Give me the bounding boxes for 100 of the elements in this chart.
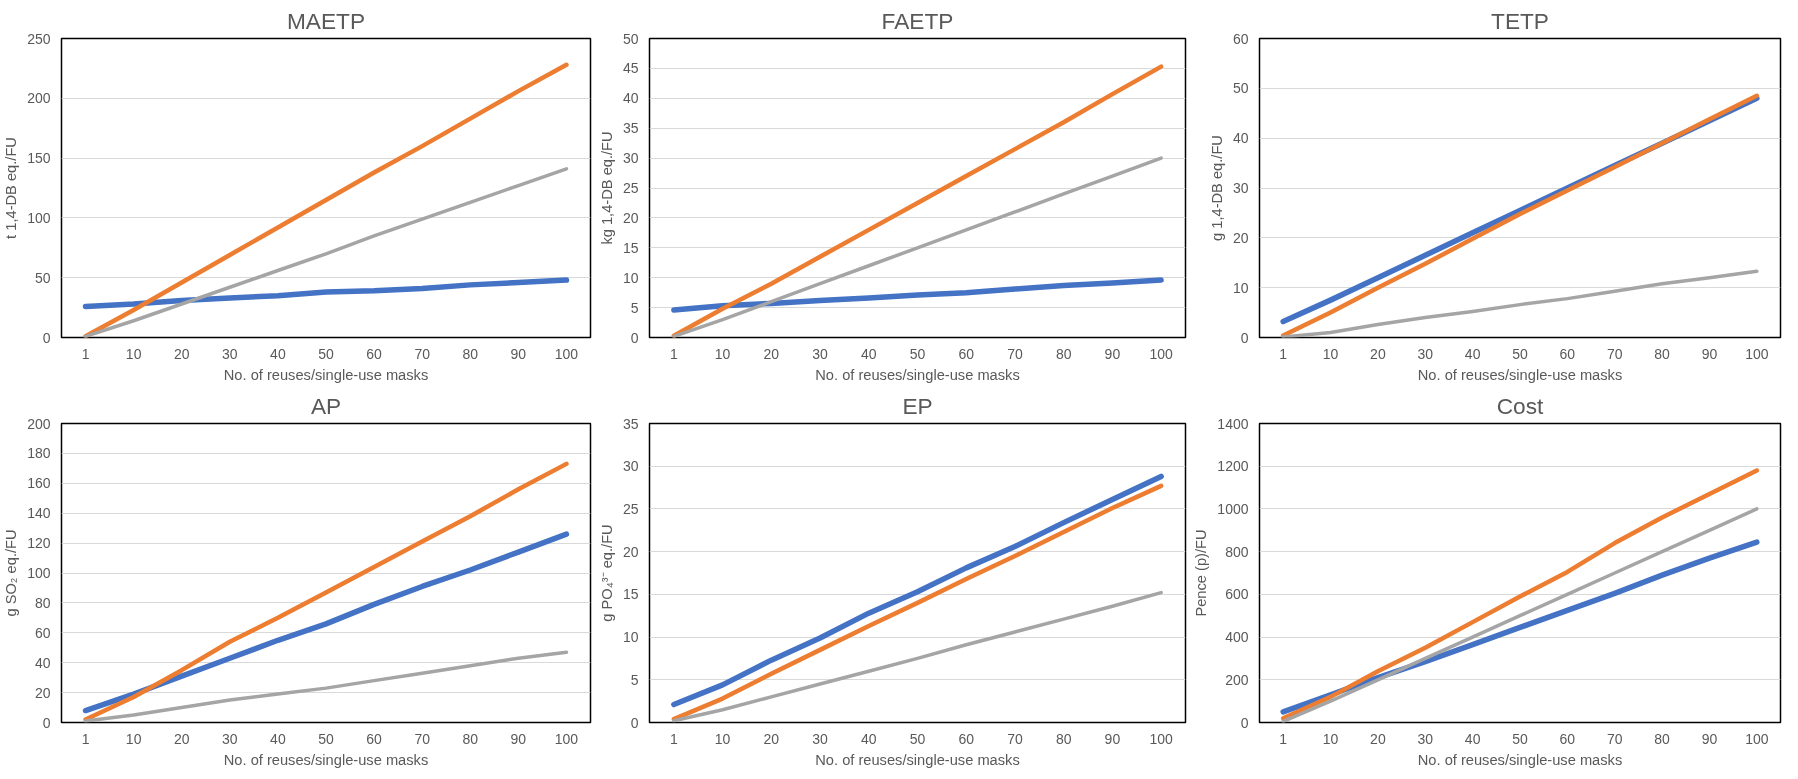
x-tick-label: 10 bbox=[714, 345, 731, 362]
y-tick-label: 100 bbox=[27, 209, 51, 226]
x-tick-label: 30 bbox=[812, 730, 829, 747]
y-tick-label: 1400 bbox=[1217, 415, 1249, 432]
y-tick-label: 50 bbox=[622, 30, 639, 47]
x-tick-label: 30 bbox=[812, 345, 829, 362]
x-axis-title: No. of reuses/single-use masks bbox=[223, 366, 429, 383]
y-axis-title: kg 1,4-DB eq./FU bbox=[598, 131, 615, 245]
y-tick-label: 1000 bbox=[1217, 500, 1249, 517]
x-tick-label: 10 bbox=[125, 345, 142, 362]
y-tick-label: 10 bbox=[1232, 279, 1249, 296]
x-tick-label: 100 bbox=[554, 730, 579, 747]
y-tick-label: 800 bbox=[1225, 543, 1249, 560]
x-tick-label: 60 bbox=[1559, 345, 1576, 362]
x-tick-label: 60 bbox=[1559, 730, 1576, 747]
y-tick-label: 20 bbox=[622, 543, 639, 560]
x-tick-label: 100 bbox=[1745, 730, 1769, 747]
y-tick-label: 200 bbox=[27, 90, 51, 107]
x-tick-label: 50 bbox=[318, 345, 334, 362]
x-tick-label: 50 bbox=[909, 730, 926, 747]
y-tick-label: 15 bbox=[622, 586, 639, 603]
y-tick-label: 0 bbox=[630, 714, 639, 731]
x-tick-label: 90 bbox=[510, 345, 527, 362]
y-tick-label: 400 bbox=[1225, 629, 1249, 646]
y-tick-label: 1200 bbox=[1217, 458, 1249, 475]
x-tick-label: 30 bbox=[1417, 730, 1434, 747]
x-tick-label: 50 bbox=[318, 730, 334, 747]
chart-title: TETP bbox=[1491, 7, 1549, 34]
y-tick-label: 35 bbox=[622, 415, 639, 432]
x-tick-label: 30 bbox=[222, 345, 238, 362]
y-tick-label: 30 bbox=[622, 458, 639, 475]
y-tick-label: 40 bbox=[1232, 130, 1249, 147]
x-tick-label: 100 bbox=[554, 345, 579, 362]
x-tick-label: 80 bbox=[1654, 730, 1671, 747]
x-tick-label: 80 bbox=[462, 730, 479, 747]
y-tick-label: 250 bbox=[27, 30, 51, 47]
x-tick-label: 50 bbox=[909, 345, 926, 362]
x-tick-label: 100 bbox=[1149, 345, 1174, 362]
x-tick-label: 20 bbox=[763, 345, 780, 362]
x-tick-label: 10 bbox=[1322, 345, 1339, 362]
x-axis-title: No. of reuses/single-use masks bbox=[1417, 366, 1623, 383]
y-tick-label: 150 bbox=[27, 150, 51, 167]
y-tick-label: 0 bbox=[630, 329, 639, 346]
x-tick-label: 40 bbox=[1464, 730, 1481, 747]
y-tick-label: 10 bbox=[622, 629, 639, 646]
x-tick-label: 90 bbox=[1701, 345, 1718, 362]
x-axis-title: No. of reuses/single-use masks bbox=[815, 366, 1020, 383]
x-tick-label: 70 bbox=[414, 345, 431, 362]
y-tick-label: 200 bbox=[1225, 671, 1249, 688]
y-axis-title: t 1,4-DB eq./FU bbox=[3, 137, 20, 239]
chart-title: EP bbox=[902, 392, 933, 419]
y-axis-title: g 1,4-DB eq./FU bbox=[1208, 135, 1225, 241]
x-tick-label: 1 bbox=[1279, 730, 1288, 747]
x-tick-label: 60 bbox=[958, 730, 975, 747]
x-tick-label: 50 bbox=[1512, 730, 1528, 747]
x-tick-label: 70 bbox=[1007, 730, 1023, 747]
y-tick-label: 0 bbox=[42, 714, 51, 731]
y-tick-label: 120 bbox=[27, 535, 51, 552]
x-tick-label: 80 bbox=[1055, 730, 1072, 747]
x-tick-label: 50 bbox=[1512, 345, 1528, 362]
chart-title: Cost bbox=[1496, 392, 1544, 419]
x-tick-label: 10 bbox=[1322, 730, 1339, 747]
y-tick-label: 15 bbox=[622, 239, 639, 256]
x-tick-label: 70 bbox=[1606, 345, 1623, 362]
y-tick-label: 45 bbox=[622, 60, 639, 77]
x-tick-label: 20 bbox=[1370, 730, 1386, 747]
chart-title: MAETP bbox=[286, 7, 366, 34]
y-tick-label: 0 bbox=[1240, 329, 1249, 346]
y-tick-label: 160 bbox=[27, 475, 51, 492]
y-tick-label: 10 bbox=[622, 269, 639, 286]
y-tick-label: 30 bbox=[622, 150, 639, 167]
y-tick-label: 40 bbox=[34, 654, 51, 671]
y-axis-title: g SO₂ eq./FU bbox=[3, 529, 20, 617]
x-tick-label: 1 bbox=[669, 345, 678, 362]
y-tick-label: 80 bbox=[34, 594, 51, 611]
y-tick-label: 600 bbox=[1225, 586, 1249, 603]
y-tick-label: 20 bbox=[622, 209, 639, 226]
x-tick-label: 60 bbox=[366, 345, 383, 362]
x-tick-label: 40 bbox=[860, 345, 877, 362]
y-tick-label: 25 bbox=[622, 500, 639, 517]
x-tick-label: 80 bbox=[462, 345, 479, 362]
x-tick-label: 20 bbox=[1370, 345, 1386, 362]
x-tick-label: 60 bbox=[366, 730, 383, 747]
y-axis-title: g PO₄³⁻ eq./FU bbox=[598, 524, 615, 622]
y-tick-label: 40 bbox=[622, 90, 639, 107]
y-tick-label: 60 bbox=[34, 624, 51, 641]
y-axis-title: Pence (p)/FU bbox=[1193, 529, 1210, 617]
y-tick-label: 50 bbox=[34, 269, 51, 286]
x-tick-label: 10 bbox=[714, 730, 731, 747]
x-tick-label: 90 bbox=[1104, 345, 1121, 362]
y-tick-label: 0 bbox=[42, 329, 51, 346]
y-tick-label: 100 bbox=[27, 565, 51, 581]
y-tick-label: 0 bbox=[1240, 714, 1249, 731]
chart-title: AP bbox=[310, 392, 342, 419]
x-tick-label: 100 bbox=[1149, 730, 1174, 747]
x-tick-label: 100 bbox=[1745, 345, 1769, 362]
y-tick-label: 180 bbox=[27, 445, 51, 462]
y-tick-label: 5 bbox=[630, 671, 639, 688]
y-tick-label: 30 bbox=[1232, 180, 1249, 196]
y-tick-label: 35 bbox=[622, 120, 639, 137]
